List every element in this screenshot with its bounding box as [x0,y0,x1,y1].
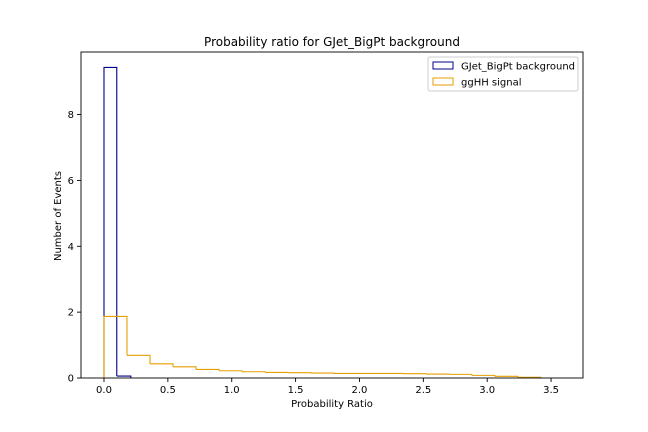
histogram-bin [149,363,174,367]
histogram-bin [241,371,266,373]
legend-label-gjet: GJet_BigPt background [461,62,575,73]
x-axis-label: Probability Ratio [291,399,373,410]
x-tick-label: 1.0 [224,385,240,396]
legend: GJet_BigPt background ggHH signal [427,56,579,92]
y-axis-label: Number of Events [53,171,64,261]
chart-title: Probability ratio for GJet_BigPt backgro… [204,35,460,49]
x-tick-label: 0.5 [160,385,176,396]
series-0 [103,66,132,378]
x-tick-label: 3.5 [543,385,559,396]
histogram-bin [448,373,473,376]
y-tick-label: 8 [68,110,74,121]
legend-label-gghh: ggHH signal [461,78,522,89]
legend-swatch-gghh [432,77,454,86]
x-tick-label: 3.0 [479,385,495,396]
legend-swatch-gjet [432,61,454,70]
histogram-bin [172,366,197,370]
histogram-bin [494,375,519,378]
y-tick-label: 4 [68,242,74,253]
histogram-bin [471,374,496,377]
series-1 [103,315,542,378]
histogram-bin [103,315,128,378]
legend-frame [427,56,579,92]
x-tick-label: 2.5 [415,385,431,396]
x-tick-label: 2.0 [352,385,368,396]
y-tick-label: 0 [68,374,74,385]
histogram-bin [195,368,220,371]
x-tick-label: 1.5 [288,385,304,396]
y-tick-label: 6 [68,176,74,187]
y-tick-label: 2 [68,308,74,319]
x-tick-label: 0.0 [96,385,112,396]
histogram-bin [103,66,118,378]
histogram-bin [116,375,132,378]
plot-frame [80,51,584,379]
histogram-bin [126,354,151,364]
histogram-bin [218,370,243,372]
